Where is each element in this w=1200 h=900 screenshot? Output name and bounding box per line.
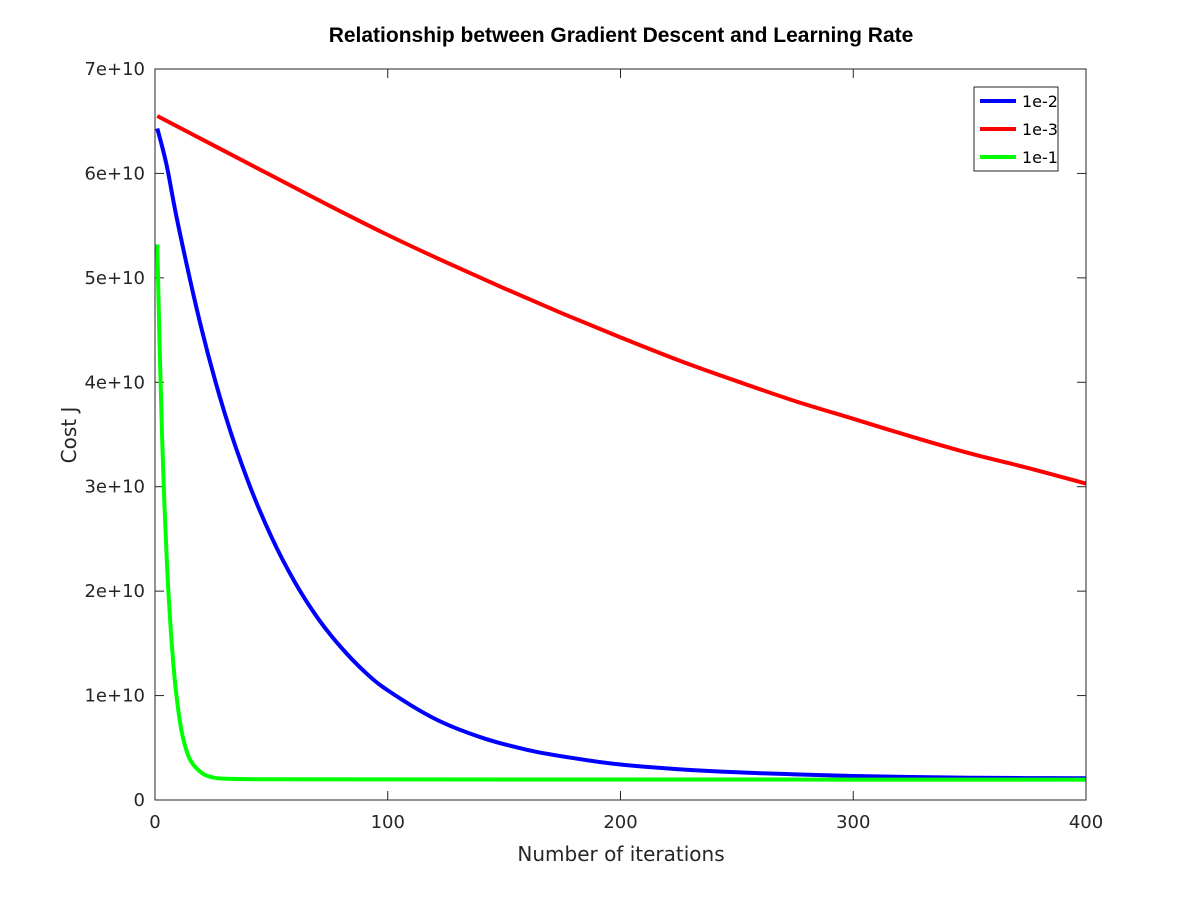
y-tick-label: 5e+10	[84, 268, 145, 289]
x-axis-label: Number of iterations	[517, 842, 724, 866]
y-tick-label: 3e+10	[84, 477, 145, 498]
legend-label: 1e-2	[1022, 92, 1058, 111]
y-tick-label: 4e+10	[84, 372, 145, 393]
series-lines	[155, 114, 1087, 782]
y-tick-label: 2e+10	[84, 581, 145, 602]
x-tick-label: 200	[603, 812, 637, 833]
y-tick-label: 7e+10	[84, 59, 145, 80]
x-tick-label: 100	[371, 812, 405, 833]
x-tick-label: 400	[1069, 812, 1103, 833]
y-tick-label: 0	[134, 790, 145, 811]
y-axis-label: Cost J	[57, 407, 81, 464]
legend-label: 1e-3	[1022, 120, 1058, 139]
series-line-1e-2	[155, 127, 1087, 781]
series-line-1e-3	[156, 114, 1087, 486]
axes-box	[154, 68, 1087, 801]
y-tick-label: 1e+10	[84, 686, 145, 707]
tick-labels: 0 100 200 300 400 0 1e+10 2e+10 3e+10 4e+10 5e+10 6…	[84, 59, 1103, 833]
chart-title: Relationship between Gradient Descent an…	[329, 24, 914, 47]
legend: 1e-2 1e-3 1e-1	[973, 86, 1059, 172]
y-tick-label: 6e+10	[84, 163, 145, 184]
x-tick-label: 300	[836, 812, 870, 833]
plot-area	[155, 69, 1086, 800]
x-tick-label: 0	[149, 812, 160, 833]
legend-label: 1e-1	[1022, 148, 1058, 167]
series-line-1e-1	[155, 244, 1087, 782]
